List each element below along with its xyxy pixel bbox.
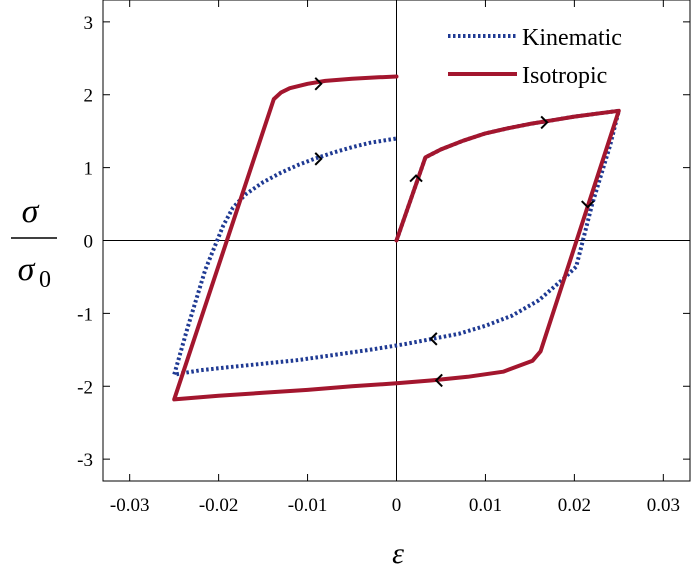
y-ticks: -3 -2 -1 0 1 2 3 xyxy=(77,13,690,471)
x-axis-label: ε xyxy=(392,537,404,570)
y-tick-label: 1 xyxy=(84,159,94,180)
y-axis-label-subscript: 0 xyxy=(39,267,51,293)
arrow-layer xyxy=(314,77,595,388)
y-tick-label: -1 xyxy=(77,304,93,325)
series-line-isotropic xyxy=(172,74,621,402)
legend-kinematic-label: Kinematic xyxy=(522,25,622,51)
direction-arrow xyxy=(314,77,323,91)
x-tick-label: 0.01 xyxy=(469,495,502,516)
x-tick-label: -0.01 xyxy=(288,495,328,516)
plot-area: -0.03 -0.02 -0.01 0 0.01 0.02 0.03 -3 -2 -1 0 1 2 3 xyxy=(77,0,691,516)
y-tick-label: -3 xyxy=(77,450,93,471)
legend: Kinematic Isotropic xyxy=(440,12,680,92)
y-tick-label: -2 xyxy=(77,377,93,398)
x-tick-label: 0.03 xyxy=(647,495,680,516)
x-tick-label: -0.02 xyxy=(199,495,239,516)
direction-arrow xyxy=(429,332,438,346)
y-tick-label: 3 xyxy=(84,13,94,34)
direction-arrow xyxy=(434,373,443,388)
direction-arrow xyxy=(314,152,323,166)
x-tick-label: 0 xyxy=(392,495,402,516)
y-tick-label: 0 xyxy=(84,232,94,253)
direction-arrow xyxy=(540,115,549,130)
direction-arrow xyxy=(581,200,595,209)
legend-isotropic-label: Isotropic xyxy=(522,63,607,89)
direction-arrow xyxy=(409,174,423,183)
legend-background xyxy=(440,12,680,92)
y-axis-label-numerator: σ xyxy=(22,193,40,230)
series-layer xyxy=(172,74,621,402)
y-axis-label: σ σ 0 xyxy=(11,193,57,293)
x-ticks: -0.03 -0.02 -0.01 0 0.01 0.02 0.03 xyxy=(110,0,680,516)
x-tick-label: 0.02 xyxy=(558,495,591,516)
x-tick-label: -0.03 xyxy=(110,495,150,516)
y-tick-label: 2 xyxy=(84,86,94,107)
y-axis-label-denominator: σ xyxy=(18,251,36,288)
